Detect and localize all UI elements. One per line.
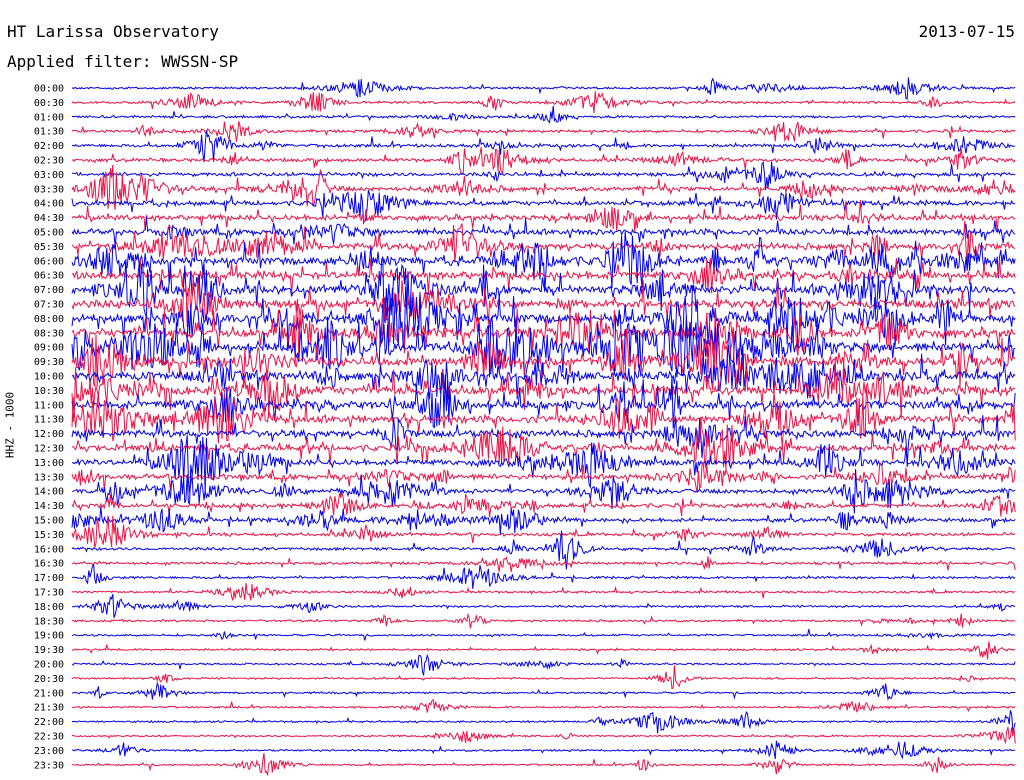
trace-line xyxy=(71,641,1016,660)
tick-label: 05:30 xyxy=(34,242,64,253)
trace-line xyxy=(71,415,1016,468)
trace-line xyxy=(71,105,1016,124)
trace-line xyxy=(71,461,1016,494)
trace-line xyxy=(71,371,1016,429)
filter-label: Applied filter: WWSSN-SP xyxy=(7,52,239,71)
tick-label: 06:30 xyxy=(34,271,64,282)
trace-line xyxy=(71,628,1016,641)
tick-label: 21:30 xyxy=(34,703,64,714)
trace-line xyxy=(71,530,1016,570)
trace-line xyxy=(71,556,1016,572)
trace-line xyxy=(71,417,1016,470)
trace-line xyxy=(71,612,1016,629)
tick-label: 09:00 xyxy=(34,343,64,354)
tick-label: 18:30 xyxy=(34,616,64,627)
trace-line xyxy=(71,726,1016,745)
trace-line xyxy=(71,146,1016,176)
tick-label: 04:00 xyxy=(34,199,64,210)
tick-label: 00:00 xyxy=(34,84,64,95)
tick-label: 02:30 xyxy=(34,156,64,167)
trace-line xyxy=(71,257,1016,295)
tick-label: 20:00 xyxy=(34,660,64,671)
tick-label: 14:00 xyxy=(34,487,64,498)
tick-label: 13:00 xyxy=(34,458,64,469)
trace-line xyxy=(71,256,1016,324)
tick-label: 07:00 xyxy=(34,285,64,296)
trace-line xyxy=(71,681,1016,701)
tick-label: 16:00 xyxy=(34,544,64,555)
tick-label: 10:00 xyxy=(34,372,64,383)
tick-label: 01:00 xyxy=(34,112,64,123)
trace-line xyxy=(71,231,1016,292)
trace-line xyxy=(71,164,1016,210)
trace-line xyxy=(71,515,1016,548)
tick-label: 13:30 xyxy=(34,472,64,483)
trace-line xyxy=(71,220,1016,266)
trace-line xyxy=(71,665,1016,690)
tick-label: 21:00 xyxy=(34,688,64,699)
tick-label: 14:30 xyxy=(34,501,64,512)
tick-label: 17:00 xyxy=(34,573,64,584)
tick-label: 06:00 xyxy=(34,256,64,267)
tick-label: 07:30 xyxy=(34,300,64,311)
trace-line xyxy=(71,386,1016,446)
tick-label: 18:00 xyxy=(34,602,64,613)
tick-label: 08:30 xyxy=(34,328,64,339)
trace-line xyxy=(71,593,1016,618)
trace-line xyxy=(71,77,1016,100)
tick-label: 16:30 xyxy=(34,559,64,570)
tick-label: 03:30 xyxy=(34,184,64,195)
tick-label: 02:00 xyxy=(34,141,64,152)
trace-line xyxy=(71,492,1016,518)
tick-label: 00:30 xyxy=(34,98,64,109)
tick-label: 22:30 xyxy=(34,732,64,743)
trace-line xyxy=(71,582,1016,601)
trace-line xyxy=(71,91,1016,114)
tick-label: 05:00 xyxy=(34,228,64,239)
trace-line xyxy=(71,328,1016,391)
tick-label: 12:00 xyxy=(34,429,64,440)
trace-line xyxy=(71,200,1016,233)
tick-label: 23:00 xyxy=(34,746,64,757)
trace-line xyxy=(71,121,1016,143)
trace-line xyxy=(72,698,1016,713)
trace-line xyxy=(71,464,1016,514)
trace-line xyxy=(71,216,1016,248)
tick-label: 20:30 xyxy=(34,674,64,685)
trace-line xyxy=(71,344,1016,400)
tick-label: 01:30 xyxy=(34,127,64,138)
tick-label: 11:30 xyxy=(34,415,64,426)
tick-label: 11:00 xyxy=(34,400,64,411)
trace-line xyxy=(71,313,1016,378)
tick-label: 12:30 xyxy=(34,444,64,455)
trace-line xyxy=(71,563,1016,590)
trace-line xyxy=(71,740,1016,760)
trace-line xyxy=(71,189,1016,225)
trace-line xyxy=(71,277,1016,328)
tick-label: 15:00 xyxy=(34,516,64,527)
trace-line xyxy=(71,710,1016,734)
trace-line xyxy=(71,653,1016,676)
trace-line xyxy=(71,130,1016,163)
tick-label: 23:30 xyxy=(34,760,64,771)
tick-label: 09:30 xyxy=(34,357,64,368)
tick-label: 19:00 xyxy=(34,631,64,642)
tick-label: 15:30 xyxy=(34,530,64,541)
station-title: HT Larissa Observatory xyxy=(7,22,219,41)
tick-label: 03:00 xyxy=(34,170,64,181)
trace-line xyxy=(71,506,1016,535)
tick-label: 17:30 xyxy=(34,588,64,599)
trace-line xyxy=(71,435,1016,493)
tick-label: 10:30 xyxy=(34,386,64,397)
record-date: 2013-07-15 xyxy=(918,22,1015,41)
tick-label: 08:00 xyxy=(34,314,64,325)
tick-label: 19:30 xyxy=(34,645,64,656)
trace-line xyxy=(71,357,1016,422)
trace-line xyxy=(72,161,1016,191)
tick-label: 22:00 xyxy=(34,717,64,728)
trace-line xyxy=(71,753,1016,776)
trace-line xyxy=(71,285,1016,351)
tick-label: 04:30 xyxy=(34,213,64,224)
